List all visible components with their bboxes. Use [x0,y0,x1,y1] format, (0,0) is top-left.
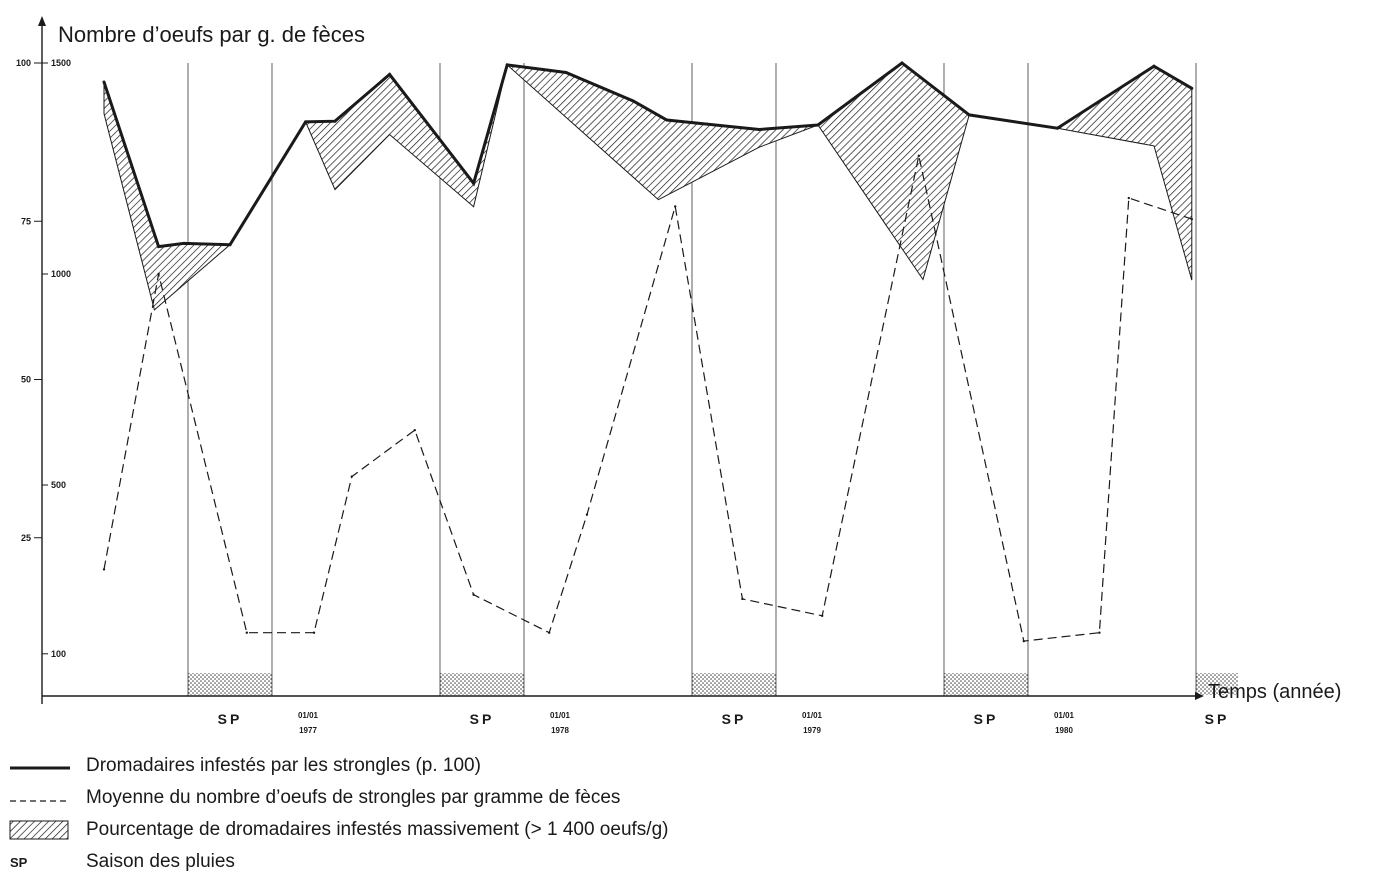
egg-count-line [103,155,1192,642]
egg-count-series [102,154,1194,643]
rainy-season-bands [188,673,1238,695]
infested-percent-point [631,99,635,103]
chart-title: Nombre d’oeufs par g. de fèces [58,22,365,47]
infested-percent-point [102,80,106,84]
sp-label: SP [470,711,495,727]
infested-percent-point [816,123,820,127]
heavy-infestation-area [1056,65,1193,281]
left-tick-label: 100 [16,58,31,68]
egg-count-point [741,597,744,601]
period-lines [187,63,1197,696]
sp-label: SP [1205,711,1230,727]
year-marker-year: 1980 [1055,726,1073,735]
egg-count-point [102,568,106,571]
egg-count-point [821,614,824,618]
egg-count-point [674,205,677,208]
year-marker-year: 1979 [803,726,821,735]
egg-count-point [245,631,248,634]
x-axis-arrow [1195,692,1204,700]
heavy-infestation-area [103,81,232,311]
legend-item-dashed: Moyenne du nombre d’oeufs de strongles p… [8,782,1008,814]
rainy-season-band [1196,673,1238,695]
legend-label-hatch: Pourcentage de dromadaires infestés mass… [86,819,669,840]
infested-percent-point [472,181,476,185]
x-axis-label: Temps (année) [1208,681,1341,703]
egg-count-point [413,428,416,432]
left-tick-label: 75 [21,216,31,226]
infested-percent-point [182,241,186,245]
infested-percent-point [665,118,669,122]
year-marker-day: 01/01 [298,711,319,720]
infested-percent-series [102,61,1194,249]
infested-percent-point [304,120,308,124]
infested-percent-point [900,61,904,65]
egg-count-point [1127,196,1131,200]
left-axis-ticks: 100 75 50 25 [16,58,42,543]
infested-percent-point [564,70,568,74]
egg-count-point [1022,639,1025,643]
egg-count-point [1190,217,1194,221]
rainy-season-band [188,673,272,695]
infested-percent-point [757,127,761,131]
egg-count-point [917,154,920,158]
year-markers: 01/01 1977 01/01 1978 01/01 1979 01/01 1980 [298,711,1075,735]
year-marker-day: 01/01 [1054,711,1075,720]
infested-percent-point [228,243,232,247]
egg-count-point [585,513,589,516]
year-marker-day: 01/01 [550,711,571,720]
legend-label-dashed: Moyenne du nombre d’oeufs de strongles p… [86,787,621,808]
infested-percent-point [505,63,509,67]
year-marker-day: 01/01 [802,711,823,720]
right-tick-label: 500 [51,480,66,490]
legend-item-sp: SP Saison des pluies [8,846,1008,878]
heavy-infestation-area [817,62,970,281]
infested-percent-point [388,72,392,76]
legend-item-hatch: Pourcentage de dromadaires infestés mass… [8,814,1008,846]
left-tick-label: 25 [21,533,31,543]
heavy-infestation-area [505,64,819,201]
right-tick-label: 100 [51,649,66,659]
infested-percent-point [1190,86,1194,90]
heavy-infestation-area [304,64,508,208]
dashed-line-key [10,800,70,802]
rainy-season-band [944,673,1028,695]
rainy-season-band [440,673,524,695]
infested-percent-point [333,119,337,123]
legend-label-sp: Saison des pluies [86,851,235,872]
rainy-season-band [692,673,776,695]
egg-count-point [548,631,551,634]
year-marker-year: 1978 [551,726,569,735]
solid-line-key [10,766,70,770]
right-tick-label: 1500 [51,58,71,68]
legend-label-solid: Dromadaires infestés par les strongles (… [86,755,481,776]
legend: Dromadaires infestés par les strongles (… [8,750,1008,878]
infested-percent-point [157,245,161,249]
legend-item-solid: Dromadaires infestés par les strongles (… [8,750,1008,782]
egg-count-point [472,593,475,596]
year-marker-year: 1977 [299,726,317,735]
sp-label: SP [218,711,243,727]
sp-label: SP [974,711,999,727]
right-tick-label: 1000 [51,269,71,279]
sp-label: SP [722,711,747,727]
left-tick-label: 50 [21,375,31,385]
chart: Nombre d’oeufs par g. de fèces 100 75 50 25… [16,16,1341,735]
egg-count-point [1098,631,1101,634]
sp-key: SP [10,854,28,870]
egg-count-point [350,475,353,478]
hatch-swatch-key [9,820,69,840]
right-axis-ticks: 1500 1000 500 100 [42,58,71,659]
y-axis-arrow [38,16,46,26]
rainy-season-labels: SP SP SP SP SP [218,711,1230,727]
infested-percent-point [1152,64,1156,68]
infested-percent-point [967,113,971,117]
egg-count-point [312,631,316,634]
infested-percent-point [1055,126,1059,130]
egg-count-point [157,272,160,276]
